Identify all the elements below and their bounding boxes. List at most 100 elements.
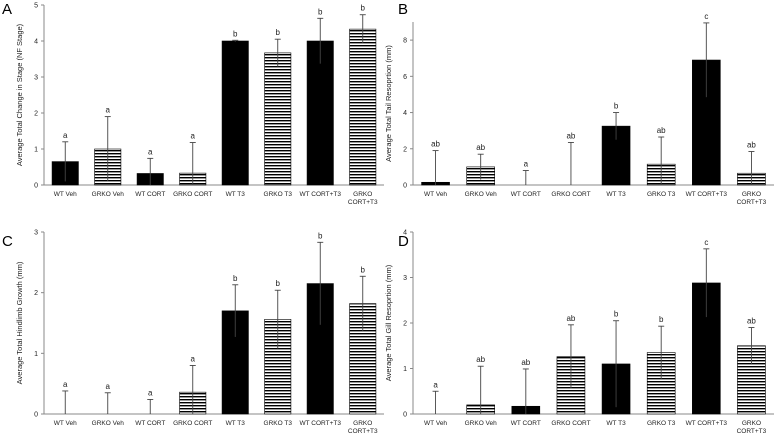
chart-panel-b: B Average Total Tail Resoprtion (mm) 0 2 4 6 8… (384, 1, 774, 206)
y-tick-label: 8 (403, 38, 407, 45)
x-tick-label: GRKO CORT (173, 191, 212, 198)
x-tick-label: WT CORT+T3 (686, 420, 728, 427)
x-tick-label: WT T3 (226, 420, 246, 427)
x-tick-label-line: CORT+T3 (348, 428, 378, 435)
y-tick-label: 1 (34, 147, 38, 154)
x-tick-label: GRKO CORT+T3 (737, 420, 767, 435)
x-tick-label: GRKO Veh (465, 420, 498, 427)
x-tick-label: GRKO Veh (92, 191, 125, 198)
significance-label: a (524, 160, 529, 169)
chart-panel-c: C Average Total Hindlimb Growth (mm) 0 1 2 3 a… (2, 230, 384, 435)
significance-label: b (233, 29, 238, 38)
bar-wt-t3 (221, 40, 249, 186)
x-tick-label: GRKO CORT+T3 (348, 191, 378, 206)
x-tick-label: GRKO T3 (264, 420, 293, 427)
significance-label: ab (566, 131, 575, 140)
bar-wt-cort-t3 (306, 40, 334, 186)
y-axis-title: Average Total Gill Resoprtion (mm) (384, 264, 393, 381)
x-tick-label: GRKO Veh (92, 420, 125, 427)
y-tick-label: 3 (403, 275, 407, 282)
significance-label: b (659, 315, 664, 324)
y-tick-label: 4 (403, 110, 407, 117)
significance-label: b (233, 274, 238, 283)
y-tick-label: 0 (403, 412, 407, 419)
y-tick-label: 5 (34, 3, 38, 10)
x-tick-label: GRKO T3 (647, 191, 676, 198)
significance-label: c (704, 238, 708, 247)
significance-label: ab (476, 355, 485, 364)
significance-label: c (704, 12, 708, 21)
y-axis-title: Average Total Tail Resoprtion (mm) (384, 45, 393, 162)
significance-label: b (276, 279, 281, 288)
x-tick-label: WT Veh (424, 420, 447, 427)
x-tick-label: WT CORT+T3 (300, 420, 342, 427)
x-tick-label: WT T3 (606, 420, 626, 427)
significance-label: ab (521, 358, 530, 367)
significance-label: a (148, 388, 153, 397)
y-tick-label: 2 (403, 146, 407, 153)
x-tick-label: GRKO CORT (173, 420, 212, 427)
y-axis-title: Average Total Hindlimb Growth (mm) (15, 261, 24, 384)
y-tick-label: 4 (34, 39, 38, 46)
significance-label: b (276, 28, 281, 37)
chart-panel-d: D Average Total Gill Resoprtion (mm) 0 1 2 3 4… (384, 230, 774, 435)
x-tick-label-line: CORT+T3 (737, 199, 767, 206)
x-tick-label-line: CORT+T3 (737, 428, 767, 435)
significance-label: b (318, 7, 323, 16)
y-axis-title: Average Total Change in Stage (NF Stage) (15, 23, 24, 166)
y-tick-label: 2 (403, 321, 407, 328)
significance-label: ab (747, 140, 756, 149)
significance-label: a (191, 354, 196, 363)
significance-label: b (614, 310, 619, 319)
x-tick-label: GRKO CORT (551, 191, 590, 198)
x-tick-label: WT CORT+T3 (300, 191, 342, 198)
significance-label: a (433, 380, 438, 389)
y-tick-label: 1 (34, 351, 38, 358)
x-tick-label: GRKO T3 (647, 420, 676, 427)
y-tick-label: 0 (403, 183, 407, 190)
x-tick-label: WT Veh (54, 191, 77, 198)
y-tick-label: 3 (34, 230, 38, 237)
bar-wt-cort-t3 (692, 282, 721, 415)
x-tick-label: WT Veh (54, 420, 77, 427)
x-tick-label: WT T3 (606, 191, 626, 198)
x-tick-label: GRKO T3 (264, 191, 293, 198)
y-tick-label: 4 (403, 230, 407, 237)
x-tick-label: WT Veh (424, 191, 447, 198)
x-tick-label: GRKO CORT+T3 (737, 191, 767, 206)
significance-label: a (191, 132, 196, 141)
panel-letter: A (2, 1, 12, 18)
y-tick-label: 6 (403, 74, 407, 81)
panel-letter: B (398, 1, 408, 18)
significance-label: b (361, 265, 366, 274)
x-tick-label-line: GRKO (742, 420, 761, 427)
x-tick-label: GRKO CORT (551, 420, 590, 427)
y-tick-label: 0 (34, 412, 38, 419)
x-tick-label: WT CORT+T3 (686, 191, 728, 198)
x-tick-label: GRKO CORT+T3 (348, 420, 378, 435)
y-tick-label: 1 (403, 366, 407, 373)
x-tick-label-line: GRKO (353, 420, 372, 427)
significance-label: a (63, 380, 68, 389)
significance-label: b (614, 102, 619, 111)
panel-letter: C (2, 233, 13, 250)
significance-label: ab (476, 143, 485, 152)
significance-label: ab (566, 314, 575, 323)
significance-label: a (106, 106, 111, 115)
x-tick-label: WT T3 (226, 191, 246, 198)
bar-grko-t3 (264, 52, 292, 186)
panel-letter: D (398, 233, 409, 250)
x-tick-label: WT CORT (511, 420, 541, 427)
x-tick-label: WT CORT (135, 191, 165, 198)
bar-grko-cort-t3 (349, 28, 377, 186)
y-tick-label: 3 (34, 75, 38, 82)
x-tick-label-line: GRKO (353, 191, 372, 198)
significance-label: b (361, 4, 366, 13)
significance-label: ab (431, 140, 440, 149)
x-tick-label-line: GRKO (742, 191, 761, 198)
x-tick-label-line: CORT+T3 (348, 199, 378, 206)
y-tick-label: 2 (34, 290, 38, 297)
significance-label: a (148, 147, 153, 156)
